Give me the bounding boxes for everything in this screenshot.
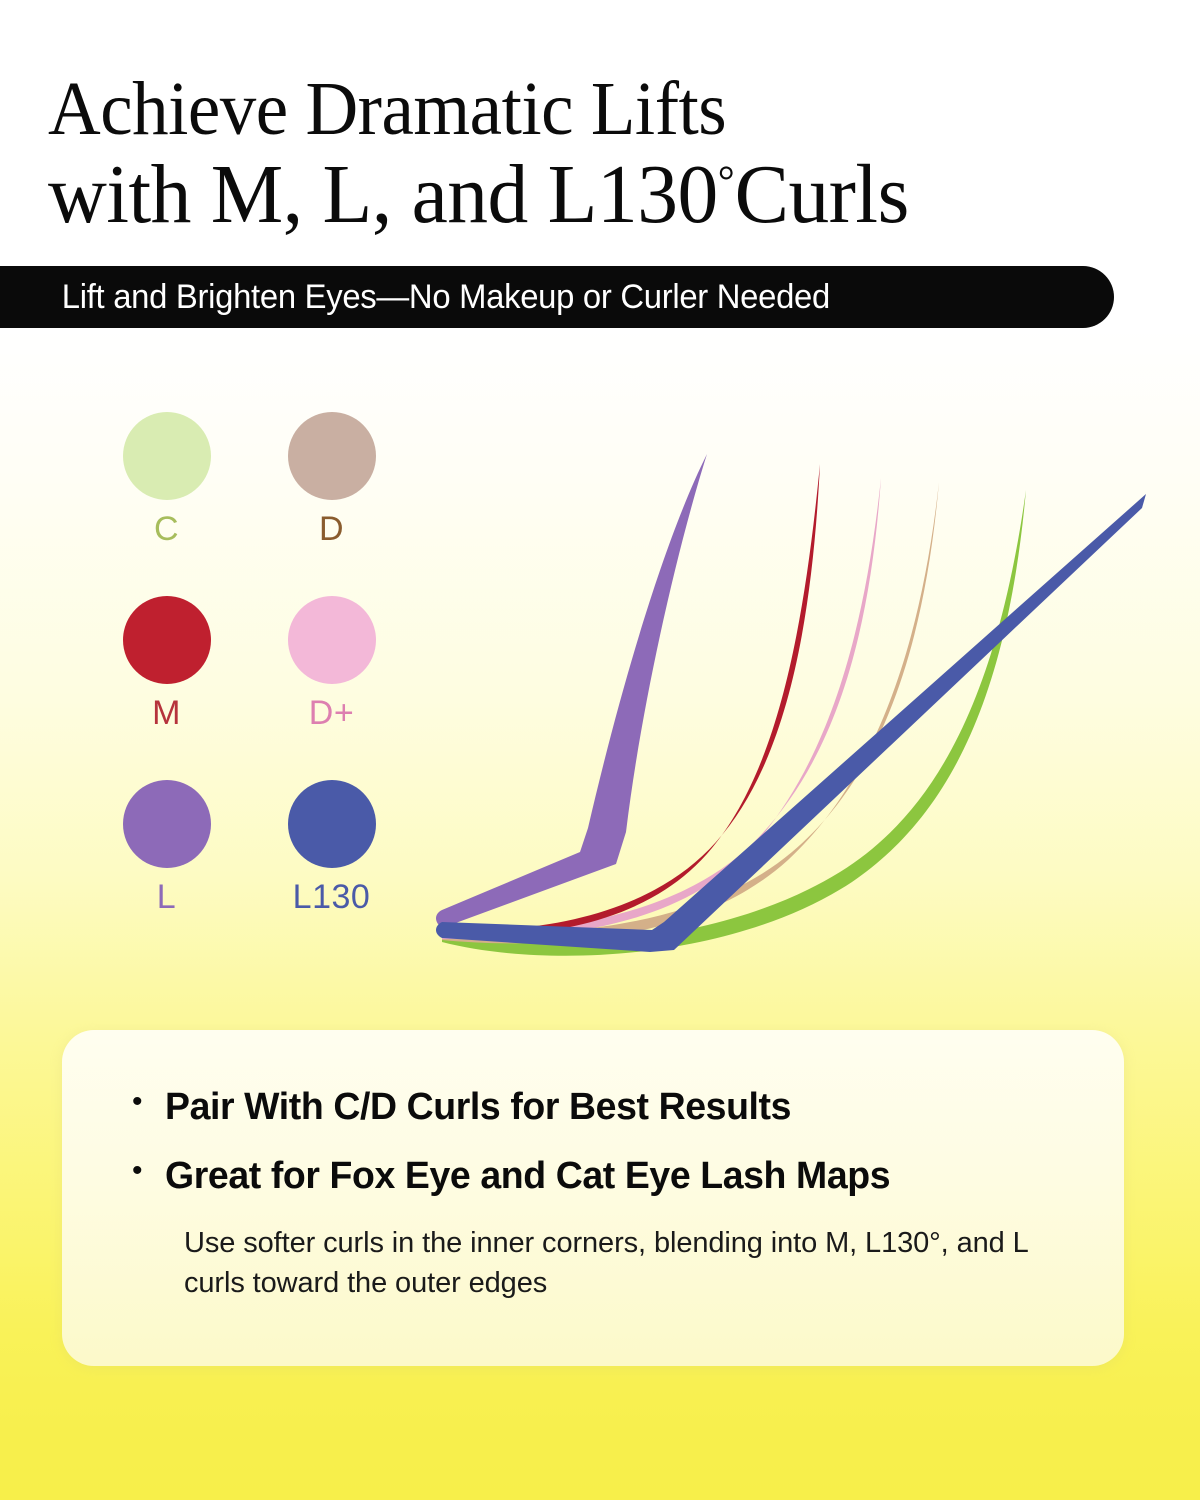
title-line-2: with M, L, and L130°Curls bbox=[48, 153, 1154, 237]
tips-card: • Pair With C/D Curls for Best Results •… bbox=[62, 1030, 1124, 1366]
legend-item-l[interactable]: L bbox=[84, 780, 249, 914]
page-title: Achieve Dramatic Lifts with M, L, and L1… bbox=[48, 67, 1188, 237]
list-item: • Pair With C/D Curls for Best Results bbox=[132, 1086, 1054, 1129]
legend-label-l130: L130 bbox=[292, 878, 371, 916]
lash-curl-diagram bbox=[420, 390, 1180, 970]
tips-subnote: Use softer curls in the inner corners, b… bbox=[184, 1227, 1028, 1300]
swatch-circle-icon-dplus bbox=[287, 596, 376, 684]
legend-label-dplus: D+ bbox=[308, 694, 355, 732]
legend-item-c[interactable]: C bbox=[84, 412, 249, 546]
legend-label-m: M bbox=[152, 694, 181, 732]
legend-label-c: C bbox=[153, 510, 180, 548]
swatch-circle-icon-l bbox=[122, 780, 211, 868]
list-item: • Great for Fox Eye and Cat Eye Lash Map… bbox=[132, 1155, 1054, 1198]
title-line-2-a: with M, L, and L130 bbox=[48, 148, 718, 242]
subtitle-banner: Lift and Brighten Eyes—No Makeup or Curl… bbox=[0, 266, 1114, 328]
subtitle-banner-text: Lift and Brighten Eyes—No Makeup or Curl… bbox=[61, 277, 830, 316]
legend-row: M D+ bbox=[84, 596, 414, 730]
bullet-text-2: Great for Fox Eye and Cat Eye Lash Maps bbox=[164, 1154, 891, 1197]
legend-item-dplus[interactable]: D+ bbox=[249, 596, 414, 730]
curl-path-d bbox=[442, 482, 939, 944]
degree-symbol: ° bbox=[717, 157, 735, 206]
bullet-text-1: Pair With C/D Curls for Best Results bbox=[164, 1086, 791, 1128]
bullet-dot-icon: • bbox=[132, 1085, 143, 1118]
title-line-2-b: Curls bbox=[734, 148, 910, 242]
legend-item-m[interactable]: M bbox=[84, 596, 249, 730]
legend-item-l130[interactable]: L130 bbox=[249, 780, 414, 914]
legend-row: L L130 bbox=[84, 780, 414, 914]
legend-item-d[interactable]: D bbox=[249, 412, 414, 546]
legend-label-l: L bbox=[156, 878, 177, 916]
bullet-dot-icon: • bbox=[132, 1153, 143, 1187]
swatch-circle-icon-m bbox=[122, 596, 211, 684]
swatch-circle-icon-l130 bbox=[287, 780, 376, 868]
lash-curl-svg bbox=[436, 454, 1146, 956]
curl-path-l bbox=[436, 454, 707, 928]
title-line-1: Achieve Dramatic Lifts bbox=[48, 67, 727, 151]
legend-label-d: D bbox=[318, 510, 345, 548]
swatch-circle-icon-d bbox=[287, 412, 376, 500]
curl-path-dplus bbox=[442, 478, 881, 940]
legend-row: C D bbox=[84, 412, 414, 546]
swatch-circle-icon-c bbox=[122, 412, 211, 500]
curl-legend: C D M D+ L L130 bbox=[84, 412, 414, 914]
